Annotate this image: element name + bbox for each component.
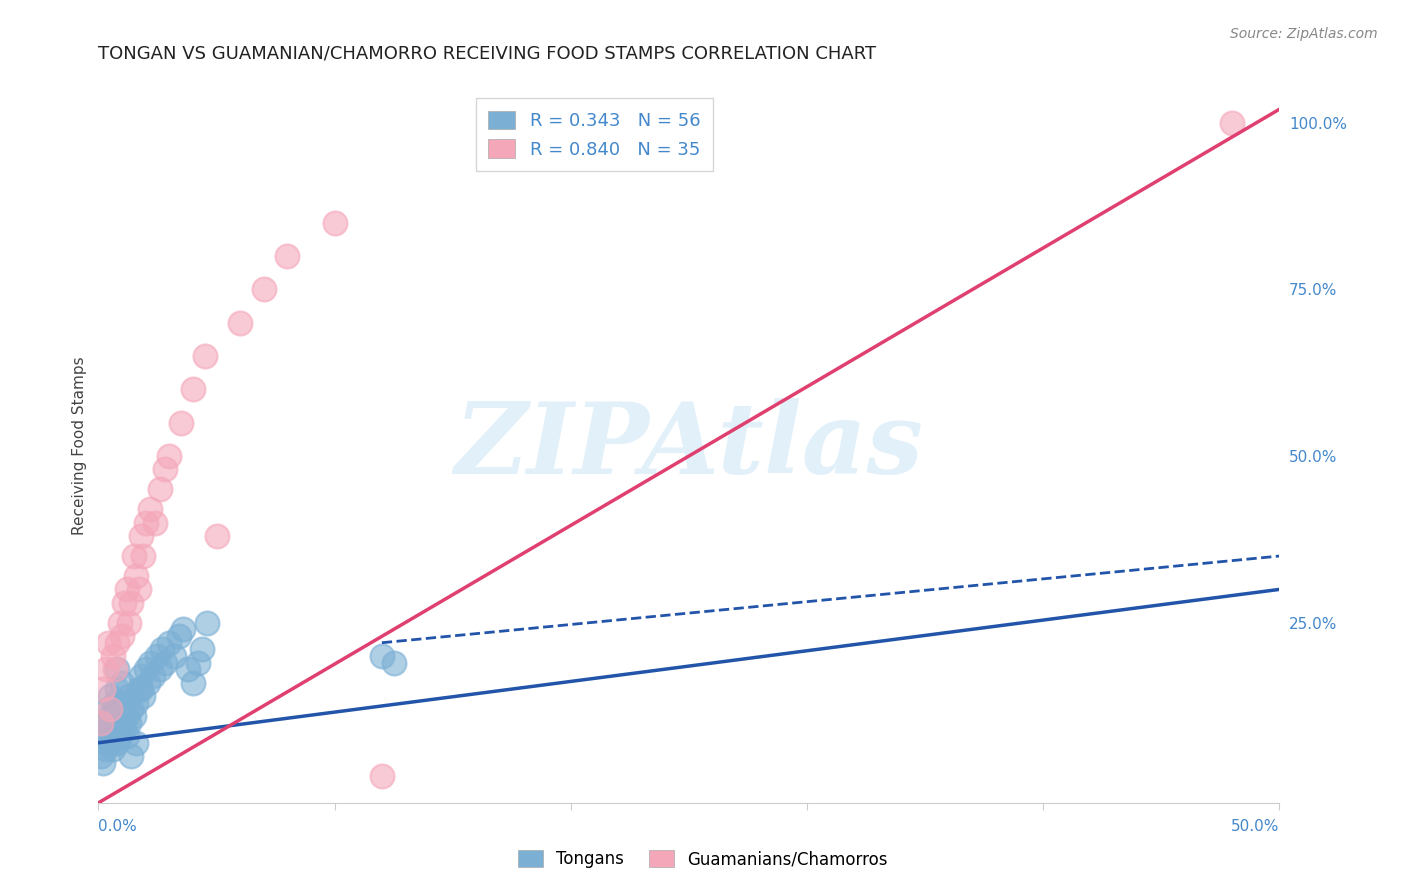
Point — [153, 462, 176, 476]
Point — [125, 696, 148, 710]
Point — [104, 696, 127, 710]
Point — [153, 656, 176, 670]
Point — [167, 629, 190, 643]
Point — [108, 615, 131, 630]
Point — [382, 656, 405, 670]
Point — [118, 615, 141, 630]
Point — [371, 649, 394, 664]
Point — [112, 723, 135, 737]
Point — [94, 715, 117, 730]
Point — [112, 696, 135, 710]
Point — [157, 449, 180, 463]
Point — [105, 736, 128, 750]
Point — [205, 529, 228, 543]
Point — [98, 689, 121, 703]
Point — [253, 282, 276, 296]
Point — [150, 642, 173, 657]
Text: Source: ZipAtlas.com: Source: ZipAtlas.com — [1230, 27, 1378, 41]
Point — [146, 649, 169, 664]
Point — [129, 682, 152, 697]
Point — [101, 729, 124, 743]
Point — [135, 662, 157, 676]
Text: 0.0%: 0.0% — [98, 819, 138, 834]
Point — [115, 582, 138, 597]
Point — [177, 662, 200, 676]
Point — [129, 529, 152, 543]
Legend: Tongans, Guamanians/Chamorros: Tongans, Guamanians/Chamorros — [512, 843, 894, 875]
Point — [128, 682, 150, 697]
Point — [98, 709, 121, 723]
Point — [121, 702, 143, 716]
Point — [98, 702, 121, 716]
Point — [121, 749, 143, 764]
Point — [94, 736, 117, 750]
Point — [105, 682, 128, 697]
Point — [108, 729, 131, 743]
Text: ZIPAtlas: ZIPAtlas — [454, 398, 924, 494]
Point — [187, 656, 209, 670]
Point — [143, 516, 166, 530]
Point — [194, 349, 217, 363]
Point — [90, 715, 112, 730]
Y-axis label: Receiving Food Stamps: Receiving Food Stamps — [72, 357, 87, 535]
Point — [132, 689, 155, 703]
Point — [276, 249, 298, 263]
Point — [195, 615, 218, 630]
Point — [323, 216, 346, 230]
Point — [181, 382, 204, 396]
Point — [97, 636, 120, 650]
Point — [98, 736, 121, 750]
Point — [229, 316, 252, 330]
Text: TONGAN VS GUAMANIAN/CHAMORRO RECEIVING FOOD STAMPS CORRELATION CHART: TONGAN VS GUAMANIAN/CHAMORRO RECEIVING F… — [98, 45, 876, 62]
Point — [97, 702, 120, 716]
Point — [91, 756, 114, 770]
Point — [163, 649, 186, 664]
Point — [90, 749, 112, 764]
Point — [104, 723, 127, 737]
Point — [125, 569, 148, 583]
Point — [125, 736, 148, 750]
Point — [94, 742, 117, 756]
Point — [118, 689, 141, 703]
Point — [104, 662, 127, 676]
Point — [91, 729, 114, 743]
Point — [111, 715, 134, 730]
Point — [149, 662, 172, 676]
Point — [105, 662, 128, 676]
Point — [181, 675, 204, 690]
Point — [111, 629, 134, 643]
Point — [121, 596, 143, 610]
Point — [122, 709, 145, 723]
Point — [371, 769, 394, 783]
Point — [101, 649, 124, 664]
Point — [1220, 115, 1243, 129]
Point — [115, 709, 138, 723]
Point — [105, 636, 128, 650]
Point — [139, 502, 162, 516]
Point — [191, 642, 214, 657]
Legend: R = 0.343   N = 56, R = 0.840   N = 35: R = 0.343 N = 56, R = 0.840 N = 35 — [475, 98, 713, 171]
Point — [112, 596, 135, 610]
Point — [118, 715, 141, 730]
Text: 50.0%: 50.0% — [1232, 819, 1279, 834]
Point — [129, 669, 152, 683]
Point — [142, 669, 165, 683]
Point — [135, 516, 157, 530]
Point — [91, 682, 114, 697]
Point — [94, 662, 117, 676]
Point — [115, 729, 138, 743]
Point — [139, 656, 162, 670]
Point — [128, 582, 150, 597]
Point — [136, 675, 159, 690]
Point — [132, 549, 155, 563]
Point — [111, 675, 134, 690]
Point — [122, 549, 145, 563]
Point — [97, 723, 120, 737]
Point — [101, 742, 124, 756]
Point — [149, 483, 172, 497]
Point — [104, 702, 127, 716]
Point — [172, 623, 194, 637]
Point — [157, 636, 180, 650]
Point — [170, 416, 193, 430]
